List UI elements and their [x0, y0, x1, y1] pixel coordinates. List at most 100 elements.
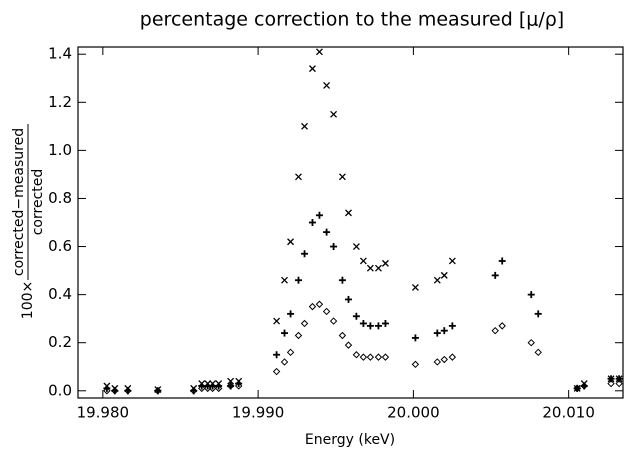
- point: [534, 348, 542, 357]
- y-label-denominator: corrected: [30, 169, 46, 236]
- point: [352, 312, 360, 320]
- point: [294, 276, 302, 284]
- marker-stroke: [527, 338, 535, 347]
- point: [448, 322, 456, 330]
- point: [440, 327, 448, 335]
- marker-stroke: [189, 387, 198, 395]
- x-tick-label: 20.000: [387, 404, 440, 422]
- point: [287, 238, 295, 246]
- marker-stroke: [433, 276, 441, 284]
- marker-stroke: [286, 348, 295, 357]
- y-tick-label: 0.4: [48, 285, 72, 303]
- marker-stroke: [294, 331, 303, 340]
- point: [208, 384, 217, 393]
- point: [338, 276, 346, 284]
- point: [440, 355, 448, 364]
- point: [491, 271, 499, 279]
- marker-stroke: [198, 384, 206, 393]
- point: [344, 295, 352, 303]
- marker-stroke: [154, 387, 162, 395]
- y-tick-label: 0.6: [48, 237, 72, 255]
- marker-stroke: [208, 384, 217, 393]
- y-tick-label: 1.4: [48, 45, 72, 63]
- y-tick-label: 0.2: [48, 333, 72, 351]
- x-axis-label: Energy (keV): [305, 432, 395, 448]
- marker-stroke: [366, 264, 374, 272]
- point: [573, 384, 581, 393]
- point: [527, 291, 535, 299]
- point: [301, 250, 309, 258]
- point: [330, 110, 338, 118]
- point: [273, 351, 281, 359]
- marker-stroke: [273, 317, 281, 325]
- x-tick-label: 20.010: [542, 404, 595, 422]
- point: [330, 243, 338, 251]
- point: [381, 319, 389, 327]
- marker-stroke: [315, 300, 324, 308]
- marker-stroke: [433, 358, 442, 366]
- y-tick-label: 1.2: [48, 93, 72, 111]
- marker-stroke: [272, 367, 281, 376]
- point: [345, 209, 352, 217]
- point: [308, 219, 316, 226]
- point: [411, 360, 420, 369]
- point: [308, 65, 316, 73]
- point: [124, 387, 132, 395]
- point: [381, 353, 390, 361]
- marker-stroke: [308, 65, 316, 73]
- marker-stroke: [359, 353, 368, 361]
- marker-stroke: [491, 326, 499, 335]
- marker-stroke: [338, 331, 347, 340]
- marker-stroke: [366, 353, 375, 361]
- marker-stroke: [203, 384, 212, 393]
- marker-stroke: [322, 307, 331, 316]
- point: [103, 387, 111, 395]
- point: [234, 382, 243, 390]
- point: [280, 358, 289, 366]
- marker-stroke: [448, 257, 456, 265]
- marker-stroke: [315, 48, 323, 56]
- point: [374, 353, 383, 361]
- marker-stroke: [227, 377, 235, 385]
- marker-stroke: [615, 379, 623, 388]
- point: [329, 317, 338, 325]
- marker-stroke: [534, 348, 542, 357]
- y-tick-label: 1.0: [48, 141, 72, 159]
- marker-stroke: [440, 271, 448, 279]
- marker-stroke: [411, 360, 420, 369]
- marker-stroke: [338, 173, 346, 181]
- y-tick-label: 0.8: [48, 189, 72, 207]
- marker-stroke: [344, 341, 353, 349]
- x-tick-label: 19.980: [77, 404, 130, 422]
- marker-stroke: [103, 387, 111, 395]
- marker-stroke: [295, 173, 302, 181]
- point: [440, 271, 448, 279]
- point: [366, 264, 374, 272]
- marker-stroke: [124, 387, 132, 395]
- y-label-numerator: corrected−measured: [11, 128, 27, 276]
- y-axis-label: 100× corrected−measured corrected: [11, 124, 46, 319]
- point: [607, 379, 615, 388]
- point: [448, 353, 457, 361]
- point: [359, 353, 368, 361]
- marker-stroke: [498, 322, 506, 330]
- point: [433, 358, 442, 366]
- point: [287, 310, 295, 318]
- marker-stroke: [329, 317, 338, 325]
- point: [295, 173, 302, 181]
- point: [301, 122, 308, 130]
- point: [433, 329, 441, 337]
- point: [359, 257, 367, 265]
- marker-stroke: [374, 353, 383, 361]
- point: [366, 322, 374, 330]
- marker-stroke: [111, 387, 119, 395]
- point: [374, 264, 382, 272]
- point: [315, 48, 323, 56]
- point: [366, 353, 375, 361]
- point: [381, 259, 389, 267]
- marker-stroke: [345, 209, 352, 217]
- point: [281, 329, 289, 337]
- marker-stroke: [234, 382, 243, 390]
- point: [448, 257, 456, 265]
- point: [433, 276, 441, 284]
